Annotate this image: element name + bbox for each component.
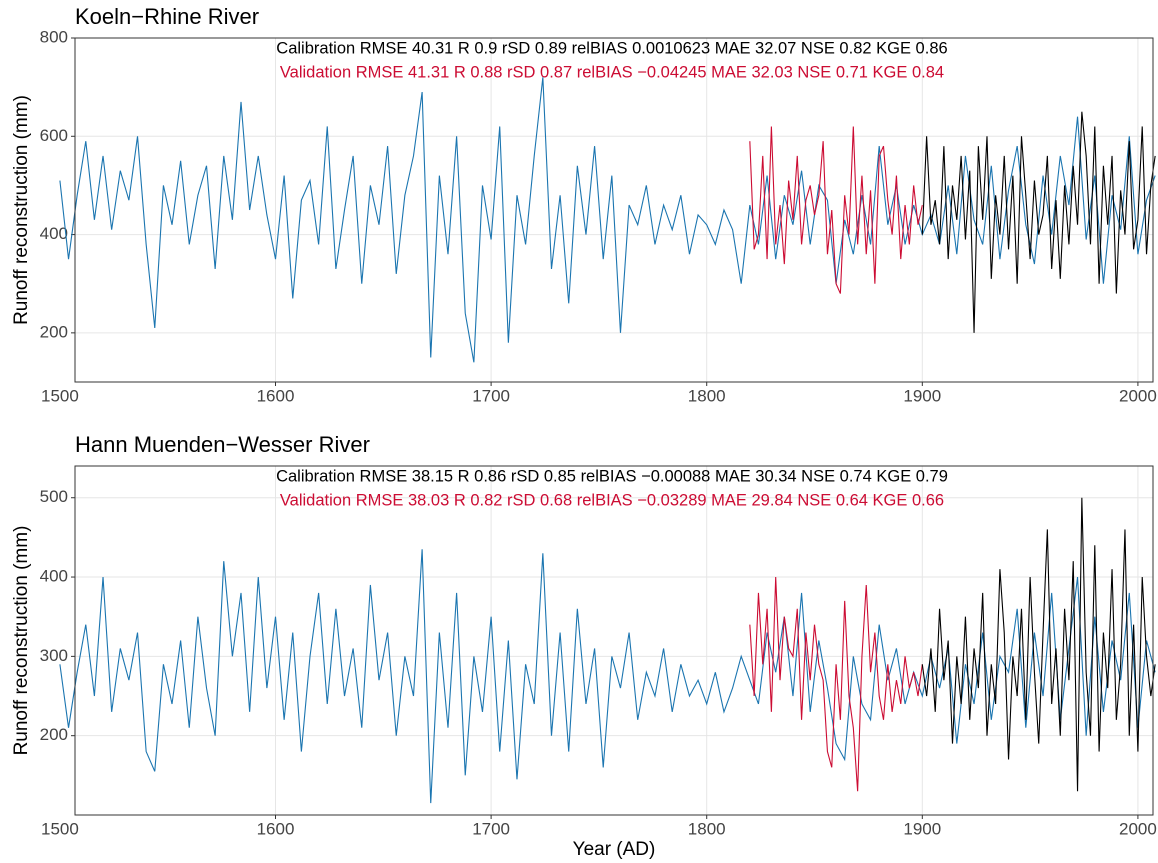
x-tick-label: 1800 [688, 819, 726, 838]
x-tick-label: 1500 [41, 386, 79, 405]
y-tick-label: 200 [40, 725, 68, 744]
y-tick-label: 300 [40, 646, 68, 665]
x-tick-label: 1900 [903, 819, 941, 838]
series-line [59, 549, 1156, 804]
y-tick-label: 600 [40, 126, 68, 145]
y-axis-label: Runoff reconstruction (mm) [11, 95, 32, 325]
annotation: Validation RMSE 41.31 R 0.88 rSD 0.87 re… [280, 63, 944, 81]
x-tick-label: 1700 [472, 386, 510, 405]
x-tick-label: 1900 [903, 386, 941, 405]
series-line [59, 77, 1156, 363]
x-axis-label: Year (AD) [573, 839, 656, 860]
series-line [749, 577, 923, 792]
x-tick-label: 2000 [1119, 386, 1157, 405]
x-tick-label: 1500 [41, 819, 79, 838]
y-tick-label: 800 [40, 27, 68, 46]
y-tick-label: 500 [40, 487, 68, 506]
x-tick-label: 1600 [257, 386, 295, 405]
panel-background [75, 466, 1153, 815]
annotation: Calibration RMSE 40.31 R 0.9 rSD 0.89 re… [276, 39, 947, 57]
series-line [749, 126, 923, 294]
series-line [921, 497, 1156, 792]
y-tick-label: 400 [40, 224, 68, 243]
x-tick-label: 1600 [257, 819, 295, 838]
annotation: Validation RMSE 38.03 R 0.82 rSD 0.68 re… [280, 491, 944, 509]
series-line [921, 111, 1156, 333]
chart-title: Koeln−Rhine River [75, 4, 259, 29]
panel-border [74, 37, 1154, 383]
panel-border [74, 465, 1154, 816]
y-tick-label: 200 [40, 322, 68, 341]
y-axis-label: Runoff reconstruction (mm) [11, 526, 32, 756]
annotation: Calibration RMSE 38.15 R 0.86 rSD 0.85 r… [276, 467, 948, 485]
y-tick-label: 400 [40, 567, 68, 586]
x-tick-label: 1700 [472, 819, 510, 838]
x-tick-label: 1800 [688, 386, 726, 405]
x-tick-label: 2000 [1119, 819, 1157, 838]
chart-title: Hann Muenden−Wesser River [75, 432, 370, 457]
